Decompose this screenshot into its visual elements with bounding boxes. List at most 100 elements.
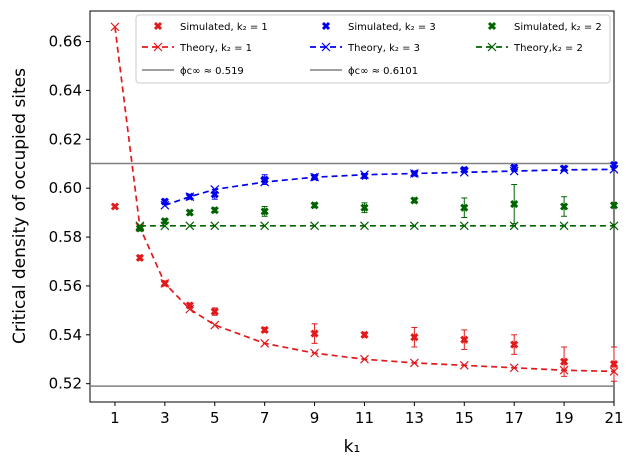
marker-stroke: [609, 360, 619, 369]
marker-stroke: [310, 348, 319, 358]
legend-label: Theory,k₂ = 2: [513, 43, 583, 54]
marker-stroke: [609, 201, 619, 210]
theory-line-1: [164, 168, 615, 207]
marker-stroke: [487, 42, 497, 52]
theory-point: [185, 221, 195, 231]
simulated-point: [560, 357, 569, 366]
marker-stroke: [459, 221, 469, 231]
marker-stroke: [321, 42, 331, 52]
marker-stroke: [609, 160, 619, 170]
legend-label: ϕc∞ ≈ 0.519: [180, 66, 244, 77]
theory-point: [310, 221, 319, 231]
marker-stroke: [310, 173, 319, 182]
x-tick-label: 21: [604, 409, 623, 427]
simulated-point: [460, 165, 469, 174]
marker-stroke: [260, 325, 269, 334]
marker-stroke: [110, 22, 120, 32]
simulated-point: [410, 196, 419, 205]
simulated-point: [110, 202, 120, 211]
legend-swatch: [153, 21, 163, 31]
marker-stroke: [210, 206, 219, 215]
x-tick-label: 17: [505, 409, 524, 427]
simulated-point: [160, 279, 169, 288]
simulated-point: [135, 253, 144, 262]
marker-stroke: [210, 221, 220, 231]
marker-stroke: [560, 202, 569, 211]
simulated-point: [609, 160, 619, 170]
marker-stroke: [310, 221, 319, 231]
marker-stroke: [153, 42, 163, 52]
legend-label: Simulated, k₂ = 1: [180, 22, 268, 33]
legend-swatch-marker: [487, 42, 497, 52]
legend-label: Theory, k₂ = 1: [179, 43, 252, 54]
x-tick-label: 19: [555, 409, 574, 427]
simulated-point: [210, 206, 219, 215]
theory-point: [210, 221, 220, 231]
marker-stroke: [510, 163, 519, 172]
marker-stroke: [409, 358, 419, 368]
x-tick-label: 9: [310, 409, 320, 427]
simulated-point: [210, 307, 219, 316]
marker-stroke: [321, 21, 331, 31]
simulated-point: [510, 340, 519, 349]
theory-point: [459, 360, 469, 370]
legend-swatch: [321, 21, 331, 31]
simulated-point: [460, 335, 469, 344]
x-tick-label: 7: [260, 409, 270, 427]
marker-stroke: [360, 171, 369, 181]
marker-stroke: [559, 221, 569, 231]
theory-point: [210, 320, 220, 330]
legend: Simulated, k₂ = 1 Simulated, k₂ = 3 Simula…: [135, 14, 611, 84]
marker-stroke: [110, 202, 120, 211]
legend-swatch-marker: [153, 42, 163, 52]
marker-stroke: [185, 301, 194, 310]
marker-stroke: [460, 203, 469, 212]
y-tick-label: 0.54: [49, 326, 82, 344]
y-tick-label: 0.56: [49, 277, 82, 295]
theory-point: [360, 221, 369, 231]
simulated-point: [410, 333, 419, 342]
marker-stroke: [185, 192, 194, 201]
simulated-point: [560, 164, 569, 173]
marker-stroke: [510, 340, 519, 349]
y-tick-label: 0.66: [49, 33, 82, 51]
marker-stroke: [460, 335, 469, 344]
marker-stroke: [410, 196, 419, 205]
marker-stroke: [410, 333, 419, 342]
marker-stroke: [160, 217, 169, 226]
marker-stroke: [360, 221, 369, 231]
simulated-point: [360, 203, 369, 212]
legend-box: [135, 14, 611, 84]
legend-label: Simulated, k₂ = 2: [514, 22, 602, 33]
theory-point: [360, 354, 369, 364]
simulated-point: [185, 208, 194, 217]
theory-point: [559, 221, 569, 231]
simulated-point: [609, 360, 619, 369]
simulated-point: [185, 192, 194, 201]
theory-point: [609, 221, 619, 231]
simulated-point: [260, 175, 269, 184]
theory-point: [409, 221, 419, 231]
marker-stroke: [210, 320, 220, 330]
simulated-point: [160, 217, 169, 226]
simulated-point: [185, 301, 194, 310]
theory-point: [509, 363, 519, 373]
marker-stroke: [487, 21, 497, 31]
marker-stroke: [409, 221, 419, 231]
x-tick-label: 3: [160, 409, 170, 427]
theory-point: [260, 221, 270, 231]
marker-stroke: [510, 199, 519, 209]
simulated-point: [360, 330, 369, 339]
marker-stroke: [260, 207, 269, 216]
marker-stroke: [185, 208, 194, 217]
simulated-point: [160, 197, 169, 206]
legend-label: Simulated, k₂ = 3: [348, 22, 436, 33]
theory-point: [310, 348, 319, 358]
theory-point: [459, 221, 469, 231]
marker-stroke: [260, 175, 269, 184]
marker-stroke: [360, 203, 369, 212]
simulated-point: [510, 163, 519, 172]
theory-point: [409, 358, 419, 368]
marker-stroke: [609, 221, 619, 231]
